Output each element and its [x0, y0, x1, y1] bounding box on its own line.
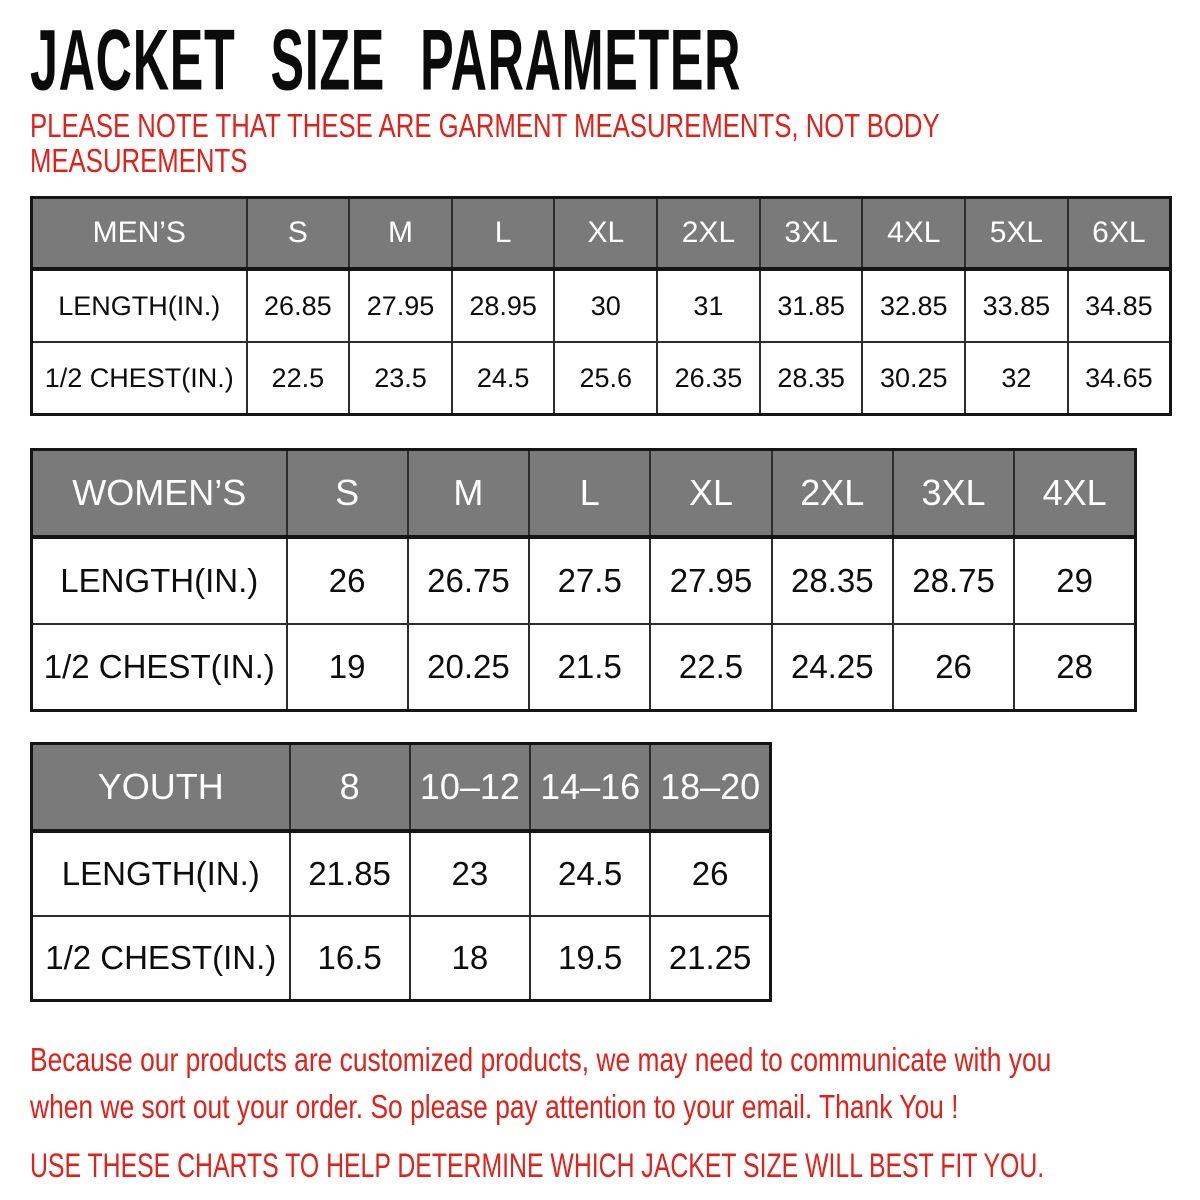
size-value: 32 [964, 341, 1069, 416]
column-header-2xl: 2XL [656, 196, 761, 271]
size-value: 27.5 [528, 536, 652, 625]
column-header-l: L [528, 448, 652, 539]
youth-chest-row: 1/2 CHEST(IN.) 16.5 18 19.5 21.25 [30, 915, 772, 1002]
size-value: 24.5 [528, 830, 652, 917]
size-value: 21.85 [288, 830, 411, 917]
row-label: LENGTH(IN.) [30, 268, 248, 343]
size-value: 19.5 [528, 915, 652, 1002]
column-header-14-16: 14–16 [528, 742, 652, 833]
size-value: 34.65 [1066, 341, 1172, 416]
youth-header-row: YOUTH 8 10–12 14–16 18–20 [30, 742, 772, 833]
size-value: 25.6 [553, 341, 659, 416]
customized-note-line-1: Because our products are customized prod… [30, 1041, 1052, 1078]
size-value: 22.5 [649, 623, 773, 712]
size-value: 30 [553, 268, 659, 343]
size-value: 20.25 [406, 623, 531, 712]
size-value: 30.25 [861, 341, 967, 416]
size-value: 26 [891, 623, 1016, 712]
row-label: 1/2 CHEST(IN.) [30, 341, 248, 416]
column-header-s: S [285, 448, 409, 539]
size-value: 32.85 [861, 268, 967, 343]
youth-length-row: LENGTH(IN.) 21.85 23 24.5 26 [30, 830, 772, 917]
row-label: LENGTH(IN.) [30, 536, 288, 625]
page-title-text: JACKET SIZE PARAMETER [30, 10, 742, 108]
garment-measurements-note: PLEASE NOTE THAT THESE ARE GARMENT MEASU… [30, 108, 1172, 178]
mens-header-row: MEN’S S M L XL 2XL 3XL 4XL 5XL 6XL [30, 196, 1172, 271]
size-value: 26 [649, 830, 772, 917]
size-value: 27.95 [348, 268, 453, 343]
womens-size-table: WOMEN’S S M L XL 2XL 3XL 4XL LENGTH(IN.)… [30, 448, 1137, 712]
size-value: 28.35 [758, 341, 864, 416]
column-header-6xl: 6XL [1066, 196, 1172, 271]
size-value: 26.35 [656, 341, 761, 416]
page-title: JACKET SIZE PARAMETER [30, 11, 1172, 108]
column-header-l: L [450, 196, 556, 271]
column-header-5xl: 5XL [964, 196, 1069, 271]
size-value: 28.75 [891, 536, 1016, 625]
size-value: 26.75 [406, 536, 531, 625]
size-value: 18 [408, 915, 532, 1002]
womens-chest-row: 1/2 CHEST(IN.) 19 20.25 21.5 22.5 24.25 … [30, 623, 1137, 712]
mens-size-table: MEN’S S M L XL 2XL 3XL 4XL 5XL 6XL LENGT… [30, 196, 1172, 416]
column-header-2xl: 2XL [770, 448, 894, 539]
size-value: 22.5 [245, 341, 351, 416]
column-header-xl: XL [649, 448, 773, 539]
size-value: 24.5 [450, 341, 556, 416]
size-value: 31 [656, 268, 761, 343]
youth-table-title: YOUTH [30, 742, 291, 833]
womens-length-row: LENGTH(IN.) 26 26.75 27.5 27.95 28.35 28… [30, 536, 1137, 625]
column-header-8: 8 [288, 742, 411, 833]
youth-size-table: YOUTH 8 10–12 14–16 18–20 LENGTH(IN.) 21… [30, 742, 772, 1002]
footer-notes: Because our products are customized prod… [30, 1036, 1172, 1186]
row-label: 1/2 CHEST(IN.) [30, 623, 288, 712]
note-line-1: PLEASE NOTE THAT THESE ARE GARMENT MEASU… [30, 107, 940, 144]
column-header-4xl: 4XL [861, 196, 967, 271]
size-value: 28.35 [770, 536, 894, 625]
size-value: 23 [408, 830, 532, 917]
column-header-m: M [348, 196, 453, 271]
size-value: 21.5 [528, 623, 652, 712]
size-value: 26.85 [245, 268, 351, 343]
mens-table-title: MEN’S [30, 196, 248, 271]
size-value: 19 [285, 623, 409, 712]
size-value: 27.95 [649, 536, 773, 625]
womens-table-title: WOMEN’S [30, 448, 288, 539]
size-value: 33.85 [964, 268, 1069, 343]
customized-note-line-2: when we sort out your order. So please p… [30, 1088, 959, 1125]
size-value: 24.25 [770, 623, 894, 712]
size-value: 29 [1013, 536, 1137, 625]
size-value: 16.5 [288, 915, 411, 1002]
size-value: 23.5 [348, 341, 453, 416]
column-header-3xl: 3XL [891, 448, 1016, 539]
mens-length-row: LENGTH(IN.) 26.85 27.95 28.95 30 31 31.8… [30, 268, 1172, 343]
mens-chest-row: 1/2 CHEST(IN.) 22.5 23.5 24.5 25.6 26.35… [30, 341, 1172, 416]
womens-header-row: WOMEN’S S M L XL 2XL 3XL 4XL [30, 448, 1137, 539]
column-header-s: S [245, 196, 351, 271]
note-line-2: MEASUREMENTS [30, 142, 248, 179]
size-value: 28.95 [450, 268, 556, 343]
size-value: 21.25 [649, 915, 772, 1002]
size-value: 34.85 [1066, 268, 1172, 343]
column-header-m: M [406, 448, 531, 539]
column-header-18-20: 18–20 [649, 742, 772, 833]
column-header-4xl: 4XL [1013, 448, 1137, 539]
size-value: 26 [285, 536, 409, 625]
row-label: LENGTH(IN.) [30, 830, 291, 917]
row-label: 1/2 CHEST(IN.) [30, 915, 291, 1002]
size-value: 31.85 [758, 268, 864, 343]
size-value: 28 [1013, 623, 1137, 712]
column-header-3xl: 3XL [758, 196, 864, 271]
column-header-10-12: 10–12 [408, 742, 532, 833]
use-charts-note: USE THESE CHARTS TO HELP DETERMINE WHICH… [30, 1147, 1045, 1185]
column-header-xl: XL [553, 196, 659, 271]
